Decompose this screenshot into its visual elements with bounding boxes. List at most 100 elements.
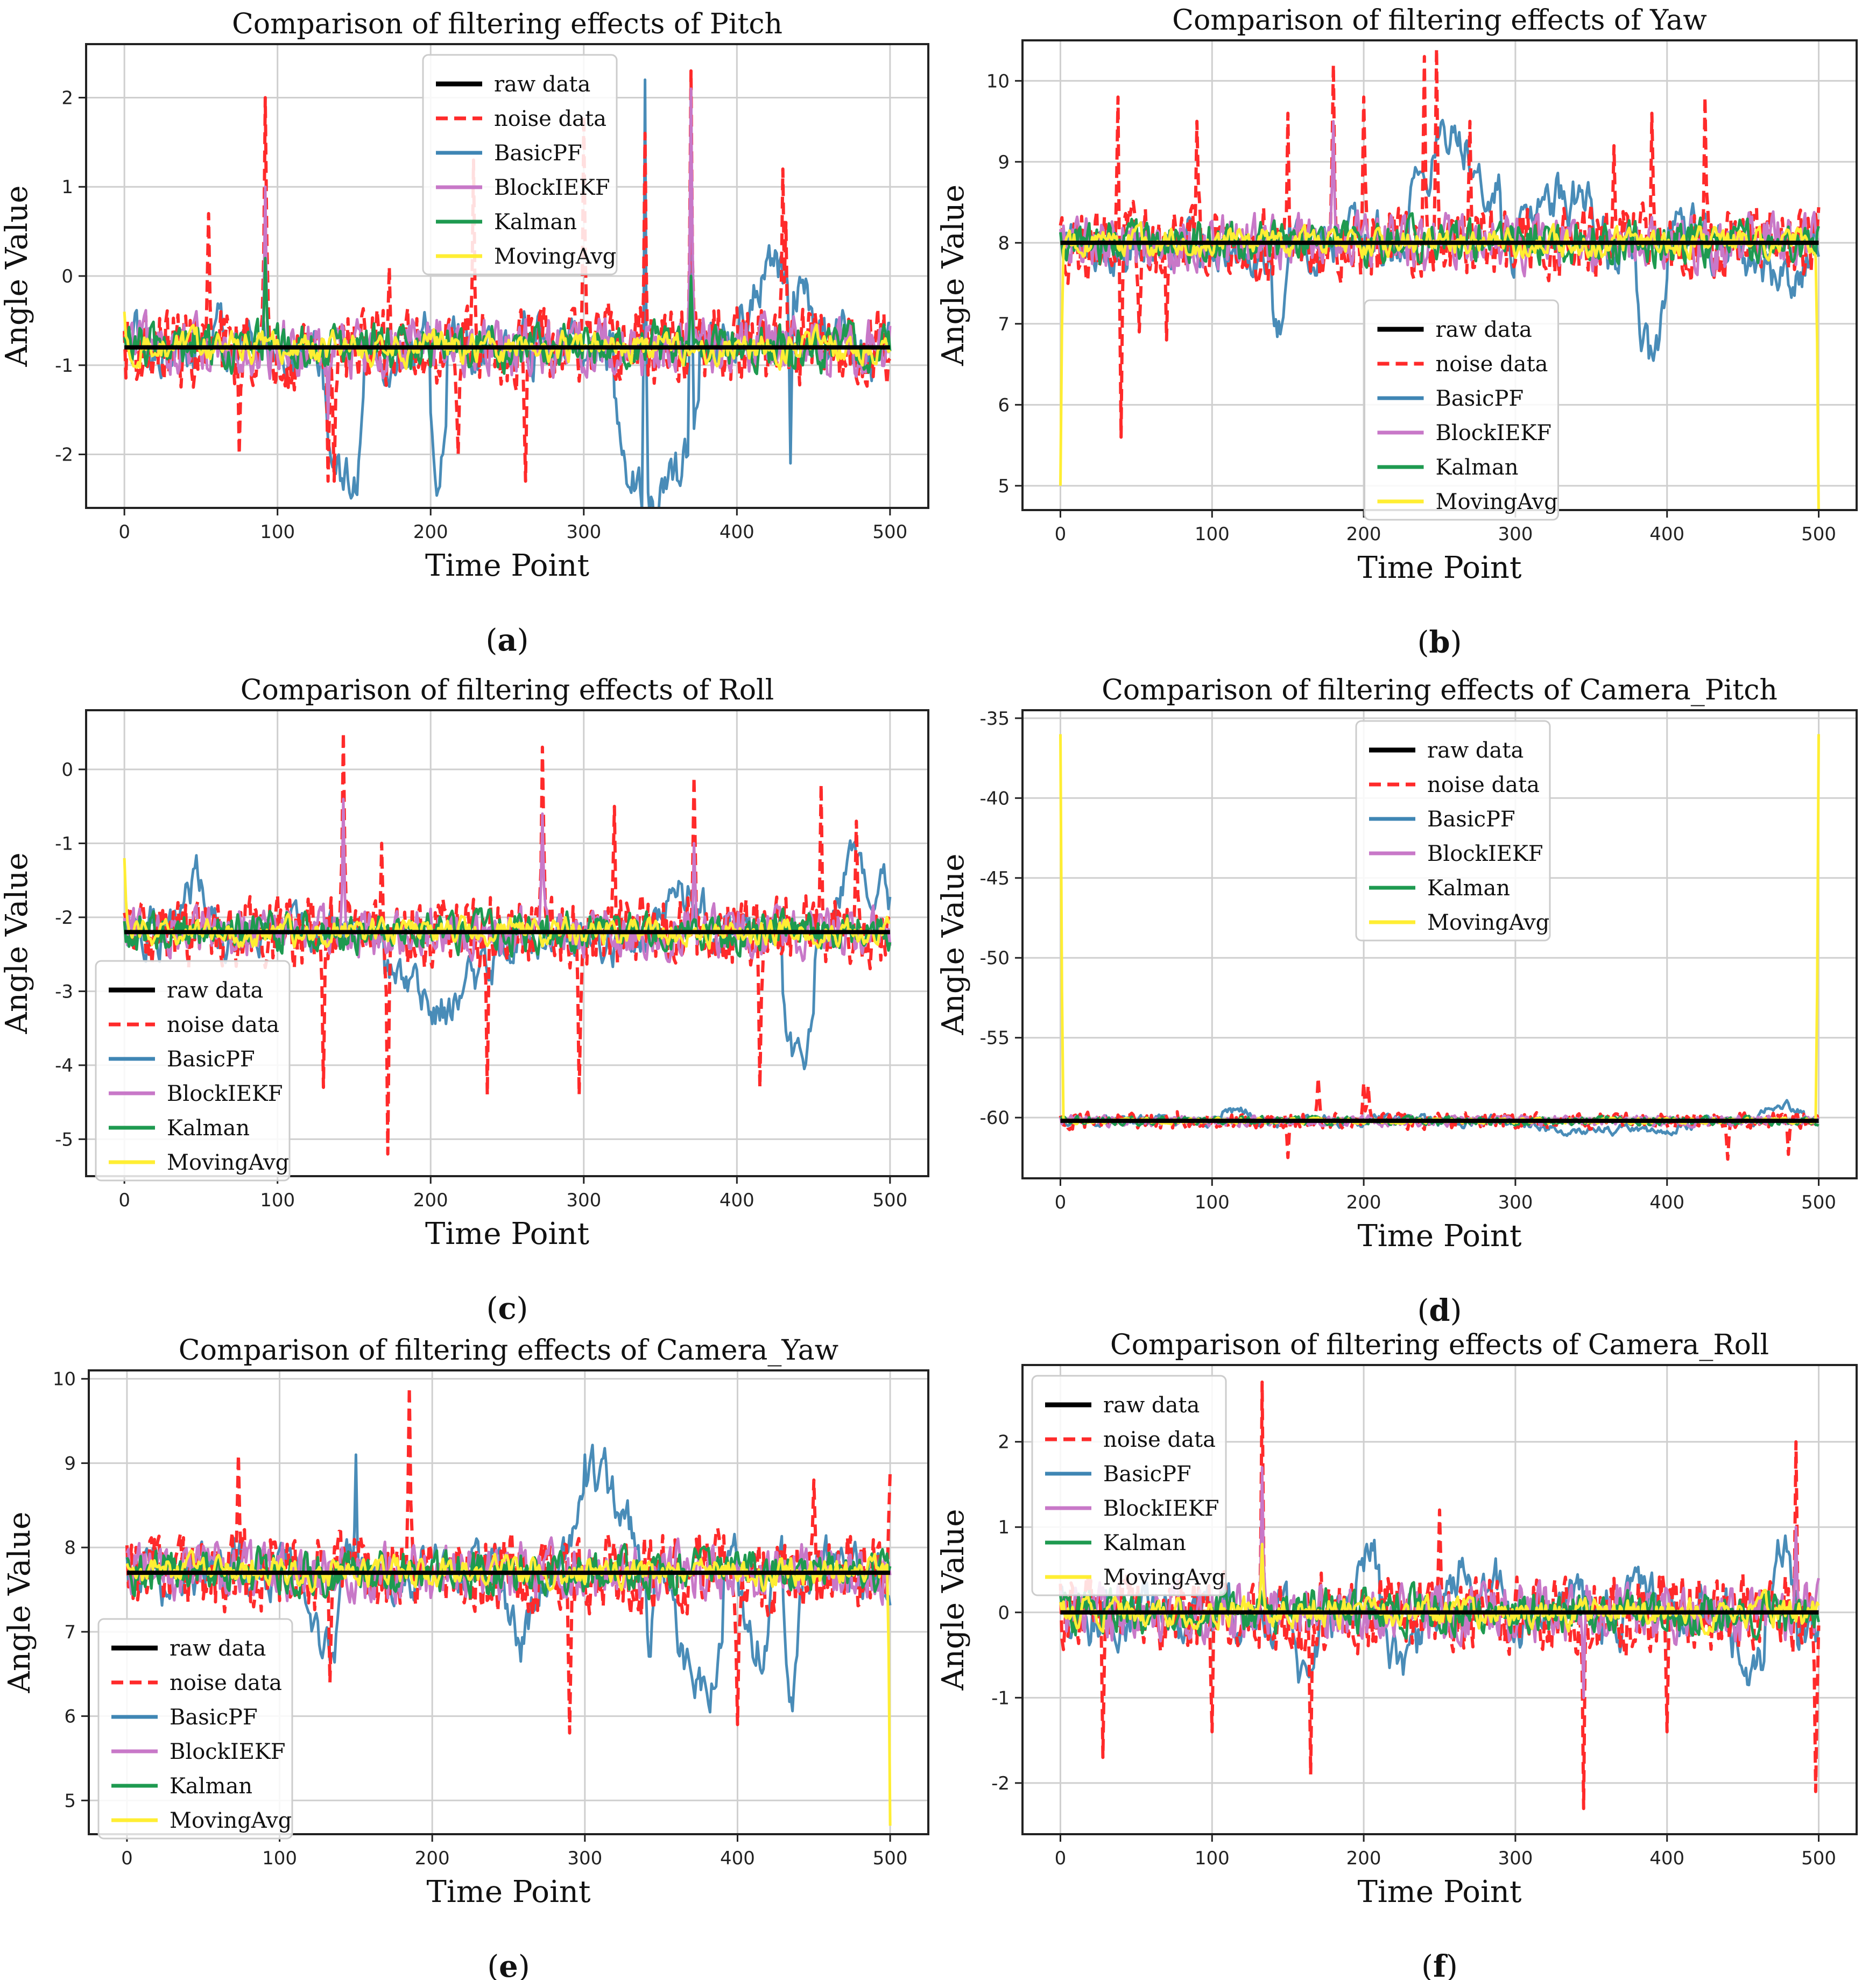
- series-line-movingavg: [1059, 221, 1820, 510]
- x-tick-label: 0: [1055, 1848, 1067, 1869]
- legend-entry-blockiekf: BlockIEKF: [1436, 421, 1552, 445]
- y-tick-label: -2: [55, 907, 73, 929]
- x-tick-label: 500: [1801, 524, 1836, 545]
- y-tick-label: -1: [991, 1687, 1010, 1709]
- y-tick-label: 1: [998, 1517, 1010, 1538]
- y-axis-label: Angle Value: [2, 1511, 37, 1693]
- x-axis-label: Time Point: [427, 1875, 591, 1910]
- x-tick-label: 100: [1195, 1848, 1230, 1869]
- axes-frame: [1021, 709, 1858, 1179]
- chart-title: Comparison of filtering effects of Camer…: [179, 1334, 838, 1367]
- x-tick-label: 300: [1498, 1192, 1533, 1213]
- series-line-movingavg: [123, 312, 891, 371]
- chart-title: Comparison of filtering effects of Yaw: [1172, 4, 1707, 37]
- x-tick-label: 400: [720, 1848, 755, 1869]
- legend-box: [97, 1618, 293, 1840]
- legend-entry-noise-data: noise data: [167, 1013, 279, 1037]
- chart-title: Comparison of filtering effects of Pitch: [232, 8, 782, 40]
- axes-frame: [85, 709, 929, 1177]
- y-tick-label: 6: [998, 394, 1010, 416]
- x-tick-label: 400: [1649, 1848, 1684, 1869]
- x-tick-label: 400: [1649, 524, 1684, 545]
- legend-entry-raw-data: raw data: [494, 72, 590, 97]
- y-tick-label: 1: [61, 176, 73, 198]
- legend-entry-basicpf: BasicPF: [1436, 386, 1524, 411]
- y-tick-label: 2: [61, 87, 73, 109]
- x-axis-label: Time Point: [1358, 1875, 1522, 1910]
- series-group: [125, 1385, 892, 1826]
- legend-entry-movingavg: MovingAvg: [1436, 490, 1558, 514]
- x-tick-label: 200: [1346, 524, 1381, 545]
- y-tick-label: 5: [998, 476, 1010, 497]
- legend-entry-raw-data: raw data: [170, 1636, 266, 1661]
- series-group: [123, 731, 892, 1156]
- y-tick-label: 10: [53, 1369, 76, 1390]
- x-tick-label: 200: [1346, 1848, 1381, 1869]
- y-tick-label: -2: [55, 444, 73, 466]
- y-tick-label: 9: [998, 152, 1010, 173]
- y-axis-label: Angle Value: [936, 853, 971, 1035]
- x-tick-label: 200: [415, 1848, 450, 1869]
- x-tick-label: 300: [567, 1848, 602, 1869]
- x-axis-label: Time Point: [425, 1217, 589, 1251]
- series-group: [123, 69, 892, 508]
- legend-entry-noise-data: noise data: [1436, 352, 1548, 377]
- legend-entry-kalman: Kalman: [1427, 876, 1510, 901]
- legend-entry-basicpf: BasicPF: [167, 1047, 255, 1072]
- y-axis-label: Angle Value: [0, 852, 34, 1034]
- y-tick-label: 7: [64, 1622, 76, 1643]
- x-tick-label: 200: [413, 521, 448, 543]
- x-axis-label: Time Point: [1358, 1219, 1522, 1254]
- legend-entry-kalman: Kalman: [167, 1116, 250, 1141]
- legend-entry-movingavg: MovingAvg: [494, 244, 616, 269]
- y-axis-label: Angle Value: [936, 185, 971, 366]
- legend-entry-raw-data: raw data: [1436, 317, 1532, 342]
- x-tick-label: 200: [1346, 1192, 1381, 1213]
- y-axis-label: Angle Value: [936, 1509, 971, 1691]
- legend-entry-raw-data: raw data: [1427, 738, 1524, 763]
- legend-entry-blockiekf: BlockIEKF: [170, 1739, 286, 1764]
- legend-entry-movingavg: MovingAvg: [1427, 910, 1549, 935]
- y-tick-label: 7: [998, 314, 1010, 335]
- series-line-basicpf: [1059, 118, 1820, 362]
- x-tick-label: 500: [1801, 1848, 1836, 1869]
- legend-entry-raw-data: raw data: [1103, 1393, 1200, 1418]
- legend: raw data noise data BasicPF BlockIEKF Kalman…: [95, 960, 291, 1182]
- legend-entry-kalman: Kalman: [1103, 1531, 1186, 1555]
- x-tick-label: 400: [1649, 1192, 1684, 1213]
- y-tick-label: 0: [61, 759, 73, 781]
- y-tick-label: -1: [55, 355, 73, 377]
- legend-entry-kalman: Kalman: [170, 1774, 252, 1799]
- legend: raw data noise data BasicPF BlockIEKF Kalman…: [1364, 299, 1559, 521]
- y-tick-label: -35: [979, 708, 1010, 730]
- y-tick-label: 9: [64, 1453, 76, 1474]
- x-tick-label: 200: [413, 1190, 448, 1211]
- x-tick-label: 300: [1498, 1848, 1533, 1869]
- panel-caption: (d): [1417, 1293, 1462, 1328]
- x-tick-label: 500: [872, 1190, 907, 1211]
- x-tick-label: 400: [720, 1190, 754, 1211]
- panel-caption: (c): [486, 1291, 528, 1326]
- series-line-kalman: [1059, 1581, 1820, 1641]
- chart-panel-d: 0 100 200 300 400 500 -60 -55 -50 -45 -40 -35 Compar…: [936, 674, 1858, 1328]
- x-tick-label: 300: [566, 1190, 601, 1211]
- y-tick-label: -2: [991, 1773, 1010, 1794]
- x-tick-label: 300: [1498, 524, 1533, 545]
- chart-title: Comparison of filtering effects of Camer…: [1102, 674, 1778, 706]
- legend: raw data noise data BasicPF BlockIEKF Kalman…: [1031, 1375, 1227, 1596]
- y-tick-label: -40: [979, 788, 1010, 809]
- y-tick-label: -3: [55, 981, 73, 1002]
- y-tick-label: -55: [979, 1028, 1010, 1049]
- panel-caption: (f): [1421, 1949, 1458, 1980]
- y-tick-label: 10: [986, 70, 1010, 92]
- legend-entry-movingavg: MovingAvg: [167, 1150, 289, 1175]
- x-tick-label: 0: [118, 1190, 130, 1211]
- legend-entry-raw-data: raw data: [167, 978, 263, 1003]
- legend-entry-noise-data: noise data: [1103, 1427, 1216, 1452]
- legend-entry-basicpf: BasicPF: [1103, 1462, 1191, 1487]
- chart-title: Comparison of filtering effects of Camer…: [1110, 1329, 1769, 1361]
- axes-frame: [1021, 1364, 1858, 1835]
- series-group: [1059, 1380, 1821, 1811]
- x-tick-label: 100: [1195, 1192, 1230, 1213]
